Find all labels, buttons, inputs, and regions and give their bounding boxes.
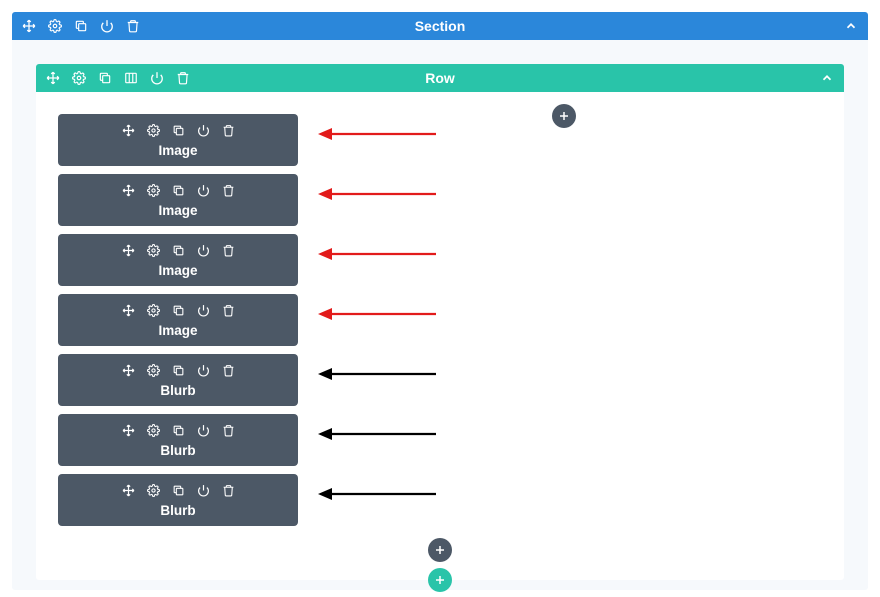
power-icon[interactable] <box>197 304 210 317</box>
move-icon[interactable] <box>46 71 60 85</box>
row-header-bar: Row <box>36 64 844 92</box>
gear-icon[interactable] <box>147 364 160 377</box>
move-icon[interactable] <box>122 124 135 137</box>
gear-icon[interactable] <box>147 424 160 437</box>
module-label: Image <box>158 203 197 218</box>
annotation-arrow <box>318 187 438 201</box>
power-icon[interactable] <box>197 184 210 197</box>
move-icon[interactable] <box>122 364 135 377</box>
move-icon[interactable] <box>122 424 135 437</box>
module-block[interactable]: Image <box>58 174 298 226</box>
module-block[interactable]: Blurb <box>58 354 298 406</box>
module-controls <box>122 243 235 259</box>
trash-icon[interactable] <box>126 19 140 33</box>
gear-icon[interactable] <box>147 304 160 317</box>
duplicate-icon[interactable] <box>172 244 185 257</box>
section-header-bar: Section <box>12 12 868 40</box>
gear-icon[interactable] <box>147 184 160 197</box>
trash-icon[interactable] <box>222 364 235 377</box>
module-label: Image <box>158 263 197 278</box>
section-title: Section <box>12 18 868 34</box>
power-icon[interactable] <box>150 71 164 85</box>
module-controls <box>122 303 235 319</box>
chevron-up-icon[interactable] <box>844 19 858 33</box>
move-icon[interactable] <box>122 184 135 197</box>
row-controls <box>46 71 190 85</box>
move-icon[interactable] <box>122 244 135 257</box>
power-icon[interactable] <box>197 424 210 437</box>
annotation-arrow <box>318 487 438 501</box>
annotation-arrow <box>318 367 438 381</box>
module-block[interactable]: Image <box>58 234 298 286</box>
module-label: Blurb <box>160 443 195 458</box>
module-label: Image <box>158 143 197 158</box>
section-body: Row Image Image <box>12 40 868 590</box>
duplicate-icon[interactable] <box>172 304 185 317</box>
module-block[interactable]: Image <box>58 114 298 166</box>
module-controls <box>122 483 235 499</box>
chevron-up-icon[interactable] <box>820 71 834 85</box>
module-controls <box>122 363 235 379</box>
trash-icon[interactable] <box>222 424 235 437</box>
gear-icon[interactable] <box>147 244 160 257</box>
move-icon[interactable] <box>122 484 135 497</box>
annotation-arrow <box>318 307 438 321</box>
columns-icon[interactable] <box>124 71 138 85</box>
module-controls <box>122 183 235 199</box>
annotation-arrow <box>318 127 438 141</box>
add-row-button[interactable] <box>428 568 452 592</box>
trash-icon[interactable] <box>222 244 235 257</box>
duplicate-icon[interactable] <box>172 484 185 497</box>
power-icon[interactable] <box>197 124 210 137</box>
annotation-arrow <box>318 247 438 261</box>
power-icon[interactable] <box>197 484 210 497</box>
section-controls <box>22 19 140 33</box>
trash-icon[interactable] <box>222 124 235 137</box>
module-block[interactable]: Image <box>58 294 298 346</box>
add-module-button[interactable] <box>552 104 576 128</box>
annotation-arrow <box>318 427 438 441</box>
duplicate-icon[interactable] <box>98 71 112 85</box>
module-label: Blurb <box>160 503 195 518</box>
move-icon[interactable] <box>122 304 135 317</box>
move-icon[interactable] <box>22 19 36 33</box>
row-body: Image Image Image Image <box>36 92 844 580</box>
duplicate-icon[interactable] <box>172 424 185 437</box>
trash-icon[interactable] <box>176 71 190 85</box>
trash-icon[interactable] <box>222 184 235 197</box>
gear-icon[interactable] <box>147 124 160 137</box>
column-1: Image Image Image Image <box>58 114 298 526</box>
duplicate-icon[interactable] <box>172 124 185 137</box>
duplicate-icon[interactable] <box>172 364 185 377</box>
gear-icon[interactable] <box>72 71 86 85</box>
gear-icon[interactable] <box>48 19 62 33</box>
module-block[interactable]: Blurb <box>58 414 298 466</box>
power-icon[interactable] <box>100 19 114 33</box>
power-icon[interactable] <box>197 364 210 377</box>
gear-icon[interactable] <box>147 484 160 497</box>
trash-icon[interactable] <box>222 304 235 317</box>
module-controls <box>122 423 235 439</box>
add-module-below-button[interactable] <box>428 538 452 562</box>
duplicate-icon[interactable] <box>172 184 185 197</box>
duplicate-icon[interactable] <box>74 19 88 33</box>
trash-icon[interactable] <box>222 484 235 497</box>
module-controls <box>122 123 235 139</box>
module-label: Image <box>158 323 197 338</box>
power-icon[interactable] <box>197 244 210 257</box>
module-block[interactable]: Blurb <box>58 474 298 526</box>
module-label: Blurb <box>160 383 195 398</box>
